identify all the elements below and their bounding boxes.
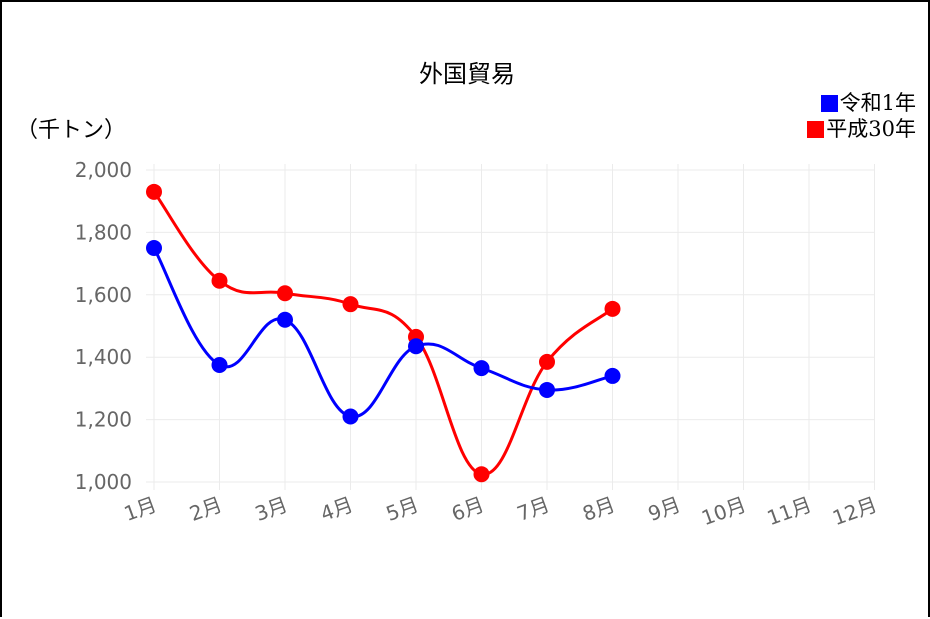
x-tick-label: 12月 — [829, 492, 880, 530]
legend-item-series-1: 平成30年 — [807, 116, 916, 142]
data-point-series-1 — [211, 272, 228, 289]
legend: 令和1年 平成30年 — [807, 90, 916, 142]
data-point-series-0 — [539, 381, 555, 398]
x-tick-label: 9月 — [645, 492, 684, 526]
legend-label-series-1: 平成30年 — [826, 117, 916, 141]
x-tick-label: 4月 — [317, 492, 356, 526]
x-tick-label: 5月 — [383, 492, 422, 526]
data-point-series-0 — [408, 338, 424, 355]
x-tick-label: 2月 — [186, 492, 225, 526]
legend-item-series-0: 令和1年 — [807, 90, 916, 116]
y-tick-label: 2,000 — [75, 158, 132, 182]
data-point-series-0 — [211, 357, 228, 373]
y-tick-label: 1,600 — [75, 283, 132, 307]
x-tick-label: 8月 — [579, 492, 618, 526]
data-point-series-1 — [604, 300, 621, 317]
x-tick-label: 1月 — [121, 492, 160, 526]
y-tick-label: 1,400 — [75, 345, 132, 369]
chart-title: 外国貿易 — [419, 60, 515, 88]
data-point-series-1 — [473, 466, 490, 483]
data-point-series-1 — [539, 353, 555, 370]
data-point-series-1 — [342, 296, 359, 313]
legend-label-series-0: 令和1年 — [839, 91, 916, 115]
series-line-1 — [152, 190, 614, 476]
y-tick-label: 1,000 — [75, 470, 132, 494]
y-tick-label: 1,200 — [75, 408, 132, 432]
x-tick-label: 11月 — [764, 492, 815, 530]
x-tick-label: 10月 — [698, 492, 749, 530]
data-point-series-0 — [342, 408, 359, 425]
legend-swatch-series-1 — [807, 120, 825, 138]
x-tick-label: 7月 — [514, 492, 553, 526]
data-point-series-0 — [473, 360, 490, 377]
legend-swatch-series-0 — [820, 94, 838, 112]
data-point-series-0 — [146, 240, 162, 256]
x-tick-label: 3月 — [252, 492, 291, 526]
data-point-series-1 — [146, 183, 162, 200]
x-tick-label: 6月 — [448, 492, 487, 526]
data-point-series-1 — [277, 285, 293, 302]
y-tick-label: 1,800 — [75, 220, 132, 244]
data-point-series-0 — [604, 367, 621, 384]
data-point-series-0 — [277, 311, 293, 328]
y-axis-unit-label: （千トン） — [16, 118, 127, 143]
